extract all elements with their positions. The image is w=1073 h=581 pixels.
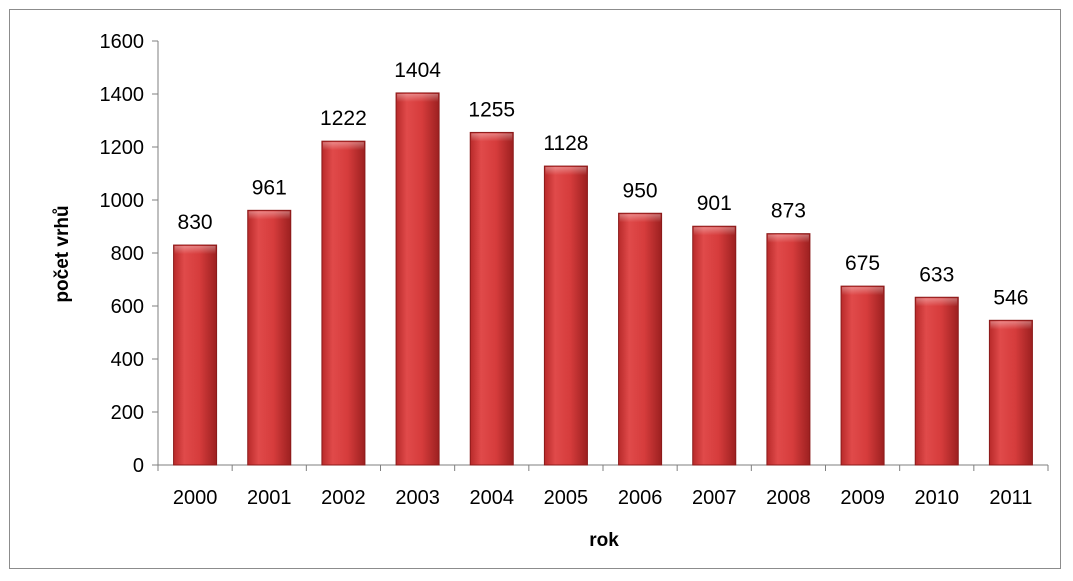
y-tick-label: 1400: [100, 84, 145, 106]
bar-highlight: [174, 246, 216, 255]
y-tick-label: 400: [111, 349, 144, 371]
bar-2002: [321, 140, 366, 466]
x-tick-label: 2005: [544, 487, 589, 509]
data-label-2008: 873: [771, 200, 806, 223]
x-tick-label: 2008: [766, 487, 811, 509]
bar-2009: [840, 285, 885, 466]
x-tick-label: 2004: [470, 487, 515, 509]
data-label-2003: 1404: [394, 59, 441, 82]
bar-2004: [469, 131, 514, 466]
y-axis-title: počet vrhů: [52, 205, 73, 302]
data-label-2009: 675: [845, 252, 880, 275]
data-label-2005: 1128: [543, 132, 588, 155]
y-tick-label: 800: [111, 243, 144, 265]
bar-highlight: [397, 93, 439, 102]
bar-highlight: [248, 211, 290, 220]
x-tick-label: 2010: [915, 487, 960, 509]
bar-series: [173, 92, 1033, 466]
bar-2006: [618, 212, 663, 466]
bar-2010: [914, 296, 959, 466]
bar-highlight: [916, 298, 958, 307]
y-tick-label: 0: [133, 455, 144, 477]
x-tick-group: 2000 2001 2002 2003 2004 2005 2006 2007 2008 2009…: [157, 465, 1049, 509]
bar-highlight: [619, 214, 661, 223]
x-tick-label: 2001: [247, 487, 292, 509]
x-tick-label: 2006: [618, 487, 663, 509]
x-tick-label: 2011: [989, 487, 1032, 509]
bar-2008: [766, 233, 811, 466]
x-axis: 2000 2001 2002 2003 2004 2005 2006 2007 2008 2009…: [157, 464, 1049, 509]
y-tick-label: 1600: [100, 31, 145, 53]
x-tick-label: 2002: [321, 487, 366, 509]
bar-highlight: [990, 321, 1032, 330]
x-tick-label: 2003: [395, 487, 440, 509]
bar-highlight: [842, 287, 884, 296]
data-label-2006: 950: [623, 179, 658, 202]
y-tick-label: 1200: [100, 137, 145, 159]
x-axis-title: rok: [589, 530, 619, 551]
data-label-group: 830 961 1222 1404 1255 1128 950 901 873 675 633 546: [178, 59, 1029, 309]
bar-highlight: [322, 142, 364, 151]
y-tick-group: 0 200 400 600 800 1000 1200 1400 1600: [100, 31, 158, 477]
data-label-2007: 901: [697, 192, 732, 215]
bar-highlight: [693, 227, 735, 236]
bar-highlight: [767, 234, 809, 243]
data-label-2001: 961: [252, 176, 287, 199]
y-tick-label: 200: [111, 402, 144, 424]
data-label-2010: 633: [919, 263, 954, 286]
x-tick-label: 2000: [173, 487, 218, 509]
bar-highlight: [545, 167, 587, 176]
data-label-2011: 546: [993, 286, 1028, 309]
bar-2005: [543, 165, 588, 466]
bar-2001: [247, 209, 292, 466]
bar-2011: [988, 319, 1033, 466]
bar-highlight: [471, 133, 513, 142]
x-tick-label: 2009: [840, 487, 885, 509]
y-tick-label: 600: [111, 296, 144, 318]
y-axis: 0 200 400 600 800 1000 1200 1400 1600: [100, 31, 159, 477]
x-tick-label: 2007: [692, 487, 737, 509]
bar-2003: [395, 92, 440, 466]
data-label-2002: 1222: [320, 107, 367, 130]
data-label-2000: 830: [178, 211, 213, 234]
data-label-2004: 1255: [468, 98, 515, 121]
bar-2007: [692, 225, 737, 466]
bar-2000: [173, 244, 218, 466]
y-tick-label: 1000: [100, 190, 145, 212]
